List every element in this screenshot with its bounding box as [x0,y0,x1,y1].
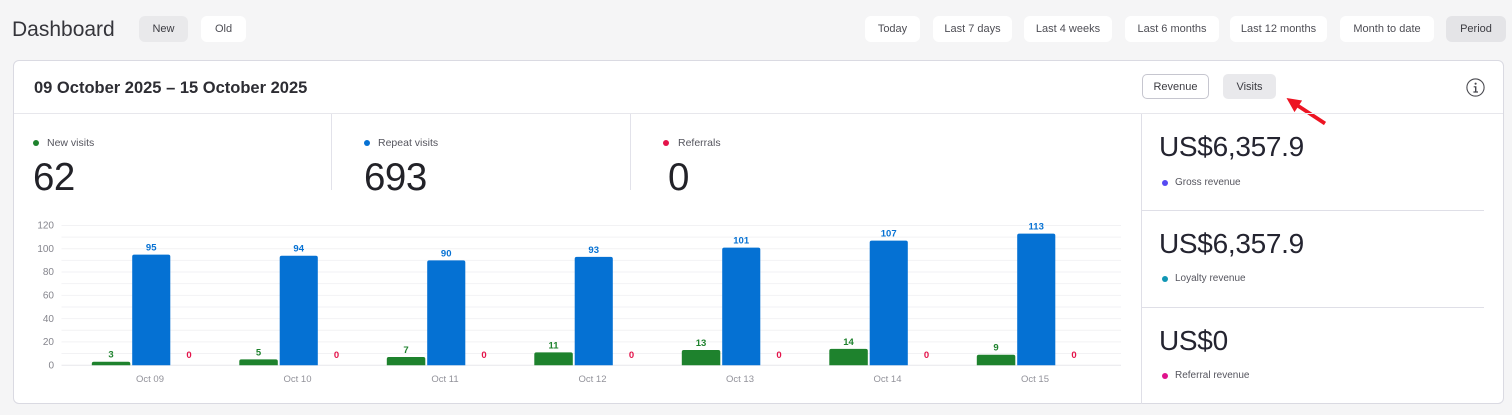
svg-text:120: 120 [37,221,54,232]
svg-text:93: 93 [588,245,599,256]
svg-text:14: 14 [843,337,854,348]
svg-text:Oct 09: Oct 09 [136,374,164,385]
svg-text:9: 9 [993,343,998,354]
svg-text:101: 101 [733,236,750,247]
svg-text:0: 0 [481,350,486,361]
svg-text:94: 94 [293,244,304,255]
svg-text:0: 0 [776,350,781,361]
svg-text:Oct 13: Oct 13 [726,374,754,385]
svg-text:Oct 14: Oct 14 [874,374,902,385]
svg-text:Oct 15: Oct 15 [1021,374,1049,385]
svg-text:7: 7 [403,345,408,356]
svg-text:3: 3 [108,350,113,361]
svg-text:0: 0 [186,350,191,361]
svg-text:20: 20 [43,337,55,348]
svg-text:Oct 11: Oct 11 [431,374,458,385]
svg-text:90: 90 [441,248,452,259]
svg-text:113: 113 [1029,222,1044,233]
svg-text:100: 100 [37,244,54,255]
svg-text:0: 0 [924,350,929,361]
svg-text:107: 107 [881,229,897,240]
svg-text:0: 0 [1071,350,1076,361]
svg-text:95: 95 [146,243,157,254]
svg-text:11: 11 [548,340,559,351]
svg-text:40: 40 [43,314,55,325]
svg-text:0: 0 [48,360,54,371]
svg-text:Oct 10: Oct 10 [284,374,312,385]
svg-text:60: 60 [43,291,55,302]
svg-text:Oct 12: Oct 12 [579,374,607,385]
svg-text:80: 80 [43,267,55,278]
svg-text:0: 0 [629,350,634,361]
svg-text:5: 5 [256,347,262,358]
svg-text:13: 13 [696,338,707,349]
svg-text:0: 0 [334,350,339,361]
